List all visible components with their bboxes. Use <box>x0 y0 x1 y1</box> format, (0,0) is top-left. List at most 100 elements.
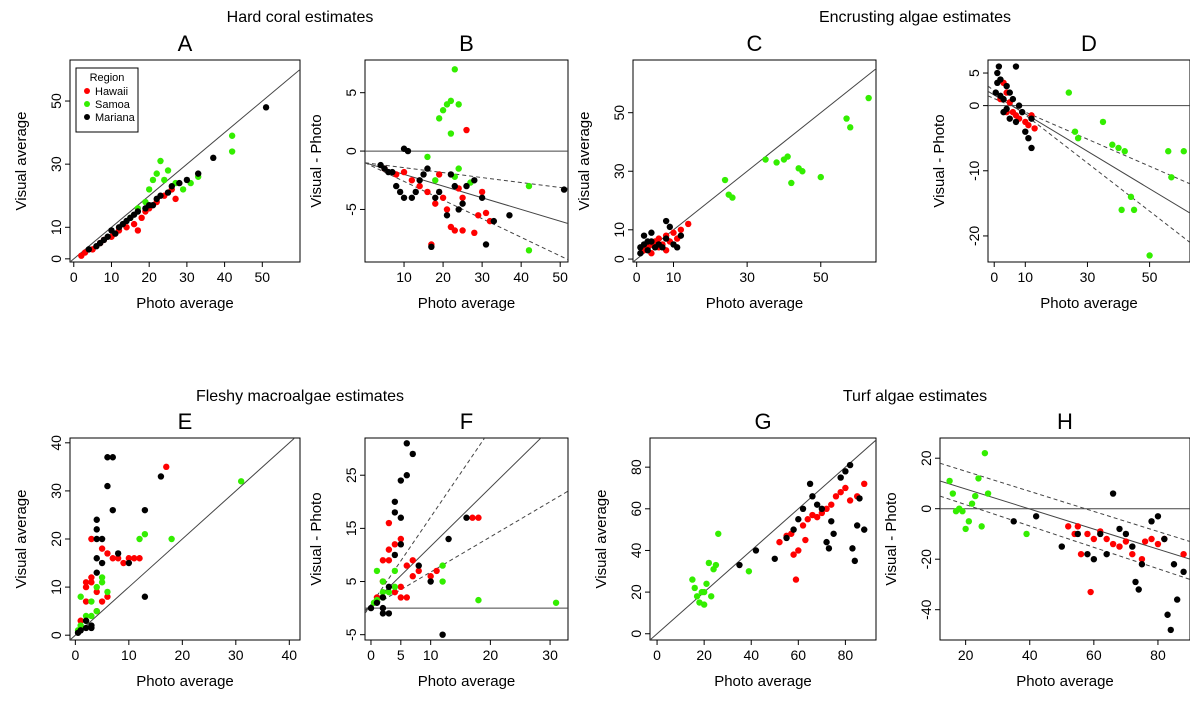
point-hawaii <box>823 505 830 513</box>
data-points <box>992 63 1187 259</box>
point-mariana <box>1170 561 1178 568</box>
point-hawaii <box>130 220 138 228</box>
point-mariana <box>1129 543 1136 550</box>
point-samoa <box>1074 134 1082 142</box>
panel-label-h: H <box>1057 409 1073 434</box>
point-samoa <box>715 530 722 537</box>
point-hawaii <box>469 514 476 521</box>
point-mariana <box>176 179 183 187</box>
point-mariana <box>795 516 802 523</box>
y-tick-label: 0 <box>918 505 934 513</box>
point-hawaii <box>459 227 466 234</box>
point-mariana <box>141 593 149 600</box>
y-tick-label: -5 <box>343 628 359 641</box>
point-mariana <box>104 482 111 490</box>
x-tick-label: 40 <box>1022 647 1038 663</box>
point-hawaii <box>391 588 399 596</box>
y-tick-label: 0 <box>48 255 64 263</box>
x-tick-label: 30 <box>739 269 755 285</box>
point-mariana <box>157 192 164 199</box>
y-axis-label: Visual average <box>593 490 610 589</box>
point-samoa <box>179 186 187 193</box>
y-tick-label: 25 <box>343 467 359 483</box>
point-hawaii <box>120 559 127 567</box>
point-mariana <box>992 89 999 96</box>
point-mariana <box>210 154 217 162</box>
point-mariana <box>149 201 157 209</box>
panel-label-e: E <box>178 409 193 434</box>
point-mariana <box>1009 95 1017 103</box>
point-mariana <box>385 610 393 617</box>
point-mariana <box>861 526 868 533</box>
point-mariana <box>851 557 859 565</box>
point-samoa <box>1023 530 1030 538</box>
y-tick-label: 10 <box>48 579 64 595</box>
x-axis-label: Photo average <box>1040 295 1138 312</box>
point-samoa <box>843 115 850 122</box>
data-points <box>74 454 245 636</box>
point-hawaii <box>403 562 410 569</box>
point-mariana <box>451 182 458 190</box>
point-hawaii <box>1116 543 1123 550</box>
y-tick-label: -5 <box>343 203 359 216</box>
point-hawaii <box>1074 523 1082 530</box>
point-hawaii <box>134 227 142 234</box>
point-hawaii <box>482 209 490 217</box>
point-mariana <box>262 104 270 111</box>
legend-marker-mariana <box>84 114 90 120</box>
point-mariana <box>397 477 405 484</box>
point-mariana <box>393 182 400 190</box>
point-samoa <box>141 530 149 538</box>
point-mariana <box>1135 586 1142 593</box>
point-mariana <box>1103 550 1110 558</box>
x-tick-label: 0 <box>367 647 375 663</box>
y-axis-label: Visual - Photo <box>308 114 325 207</box>
point-samoa <box>705 559 713 567</box>
point-samoa <box>975 475 982 482</box>
point-hawaii <box>424 188 431 196</box>
point-mariana <box>1164 611 1171 618</box>
point-hawaii <box>1065 523 1072 530</box>
point-hawaii <box>403 594 410 601</box>
point-mariana <box>790 526 797 533</box>
point-samoa <box>721 176 729 184</box>
point-samoa <box>962 525 969 533</box>
point-hawaii <box>427 573 434 580</box>
point-samoa <box>439 107 447 114</box>
point-mariana <box>1028 115 1035 122</box>
point-samoa <box>145 186 153 193</box>
point-samoa <box>93 607 100 615</box>
y-axis-label: Visual - Photo <box>883 492 900 585</box>
y-tick-label: 30 <box>48 156 64 172</box>
point-mariana <box>435 188 443 196</box>
point-hawaii <box>163 463 170 471</box>
point-mariana <box>157 473 165 480</box>
point-mariana <box>385 583 393 591</box>
point-mariana <box>412 188 419 196</box>
y-tick-label: -40 <box>918 599 934 619</box>
y-tick-label: 30 <box>611 163 627 179</box>
ci-line <box>988 85 1190 243</box>
reference-lines <box>633 68 876 262</box>
point-mariana <box>125 559 133 567</box>
y-tick-label: 5 <box>343 89 359 97</box>
point-mariana <box>1003 105 1010 113</box>
point-mariana <box>1154 513 1162 520</box>
point-mariana <box>849 545 856 552</box>
x-tick-label: 50 <box>813 269 829 285</box>
point-samoa <box>82 612 90 620</box>
point-mariana <box>403 472 410 479</box>
plot-frame <box>69 59 301 263</box>
point-mariana <box>428 243 435 251</box>
point-mariana <box>1138 561 1146 568</box>
point-samoa <box>77 593 84 600</box>
x-tick-label: 10 <box>666 269 682 285</box>
point-hawaii <box>685 220 692 228</box>
point-mariana <box>1012 118 1020 126</box>
point-mariana <box>490 217 498 225</box>
point-mariana <box>856 495 863 502</box>
point-mariana <box>391 551 399 559</box>
panel-g: G 0 20 40 60 80 Photo average 0 20 40 60 80 Visual a… <box>593 409 877 690</box>
point-mariana <box>114 550 122 557</box>
point-hawaii <box>451 227 458 234</box>
